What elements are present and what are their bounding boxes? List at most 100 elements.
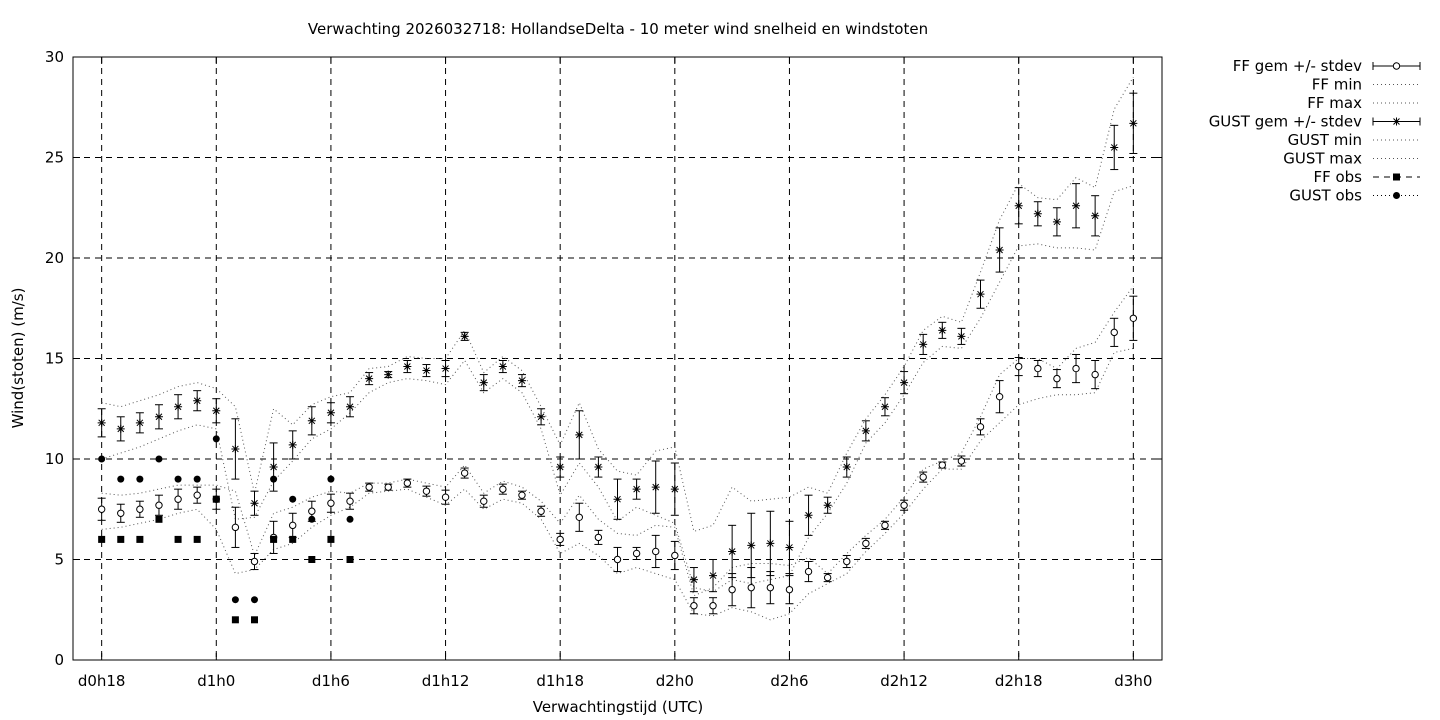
gust-mean-point	[957, 332, 966, 341]
gust-mean-point	[116, 424, 125, 433]
ff-max-line	[101, 285, 1134, 597]
ff-mean-point	[709, 602, 717, 610]
gust-mean-point	[651, 483, 660, 492]
error-bars	[97, 92, 1138, 615]
ff-mean-point	[728, 585, 736, 594]
gust-mean-point	[880, 402, 889, 411]
legend-label: FF max	[1307, 94, 1362, 112]
gust-mean-point	[1033, 209, 1042, 218]
gust-mean-point	[212, 406, 221, 415]
ff-mean-point	[785, 585, 794, 594]
gust-obs-point	[289, 495, 297, 503]
gust-mean-point	[422, 366, 431, 375]
x-tick-label: d3h0	[1114, 672, 1152, 690]
x-tick-label: d2h18	[995, 672, 1043, 690]
ff-obs-point	[174, 535, 182, 543]
gust-mean-point	[728, 547, 737, 556]
gust-mean-point	[556, 463, 565, 472]
ff-obs-point	[231, 616, 239, 624]
ff-mean-point	[174, 495, 182, 503]
ff-mean-point	[460, 469, 469, 477]
legend-label: FF gem +/- stdev	[1233, 57, 1362, 75]
gust-mean-point	[441, 364, 450, 373]
gust-mean-point	[498, 362, 507, 371]
gust-mean-point	[460, 332, 469, 341]
ff-obs-point	[308, 556, 316, 563]
axes: 0 5 10 15 20 25 30 d0h18 d1h0 d1h6 d1h12 d1h18 d2h0 d…	[45, 48, 1163, 690]
gust-mean-point	[269, 463, 278, 472]
gust-mean-point	[575, 430, 584, 439]
ff-mean-point	[1129, 314, 1138, 322]
ff-obs-point	[346, 556, 354, 563]
gust-obs-point	[270, 475, 278, 483]
ff-mean-point	[518, 491, 526, 499]
gust-mean-point	[288, 440, 297, 449]
ff-mean-point	[575, 513, 583, 521]
gust-mean-point	[250, 499, 259, 508]
gust-mean-point	[174, 402, 183, 411]
gust-obs-point	[98, 455, 106, 463]
ff-mean-point	[671, 551, 679, 560]
ff-mean-point	[480, 497, 488, 505]
ff-mean-point	[747, 583, 755, 592]
y-tick-label: 20	[45, 249, 64, 267]
x-tick-label: d1h12	[422, 672, 470, 690]
gust-obs-point	[231, 596, 239, 604]
gust-mean-point	[670, 485, 679, 494]
gust-mean-point	[97, 418, 106, 427]
gust-mean-point	[842, 463, 851, 472]
gust-mean-point	[154, 412, 163, 421]
legend-label: GUST max	[1283, 150, 1362, 168]
gust-mean-point	[231, 444, 240, 453]
gust-max-line	[101, 76, 1134, 533]
gust-mean-point	[861, 426, 870, 435]
gust-mean-point	[689, 575, 698, 584]
legend-label: GUST gem +/- stdev	[1209, 113, 1362, 131]
legend-label: FF min	[1312, 76, 1362, 94]
gust-obs-point	[174, 475, 182, 483]
gust-mean-point	[804, 511, 813, 520]
gust-mean-point	[135, 418, 144, 427]
ff-mean-point	[919, 473, 927, 481]
ff-mean-point	[957, 457, 966, 465]
ff-obs-point	[155, 515, 163, 523]
ff-mean-point	[97, 505, 106, 513]
gust-min-line	[101, 185, 1134, 593]
ff-mean-point	[766, 583, 775, 592]
y-tick-label: 10	[45, 450, 64, 468]
ff-obs-point	[136, 535, 144, 543]
ff-mean-point	[594, 533, 603, 542]
x-tick-label: d1h0	[197, 672, 235, 690]
legend-marker-star	[1392, 117, 1401, 126]
ff-mean-point	[308, 507, 316, 515]
ff-mean-point	[862, 539, 870, 548]
gust-mean-point	[1072, 201, 1081, 210]
ff-mean-point	[155, 501, 163, 509]
x-axis-label: Verwachtingstijd (UTC)	[533, 698, 704, 716]
ff-mean-point	[499, 485, 507, 493]
ff-obs-point	[289, 535, 297, 543]
ff-mean-point	[231, 523, 240, 532]
y-tick-label: 15	[45, 350, 64, 368]
gust-mean-point	[365, 374, 374, 383]
gust-mean-point	[403, 362, 412, 371]
x-tick-label: d2h0	[656, 672, 694, 690]
ff-mean-point	[613, 555, 622, 564]
y-axis-label: Wind(stoten) (m/s)	[9, 288, 27, 429]
grid-lines	[73, 57, 1162, 660]
gust-mean-point	[1091, 211, 1100, 220]
gust-obs-point	[155, 455, 163, 463]
y-tick-label: 25	[45, 149, 64, 167]
x-tick-label: d2h12	[880, 672, 928, 690]
ff-mean-point	[652, 547, 660, 556]
gust-mean-point	[384, 370, 393, 379]
chart-title: Verwachting 2026032718: HollandseDelta -…	[308, 20, 928, 38]
gust-obs-point	[346, 515, 354, 523]
ff-obs-point	[270, 535, 278, 543]
gust-mean-point	[613, 495, 622, 504]
ff-mean-point	[823, 573, 832, 582]
gust-mean-point	[747, 541, 756, 550]
ff-mean-point	[136, 505, 144, 513]
gust-mean-point	[995, 245, 1004, 254]
